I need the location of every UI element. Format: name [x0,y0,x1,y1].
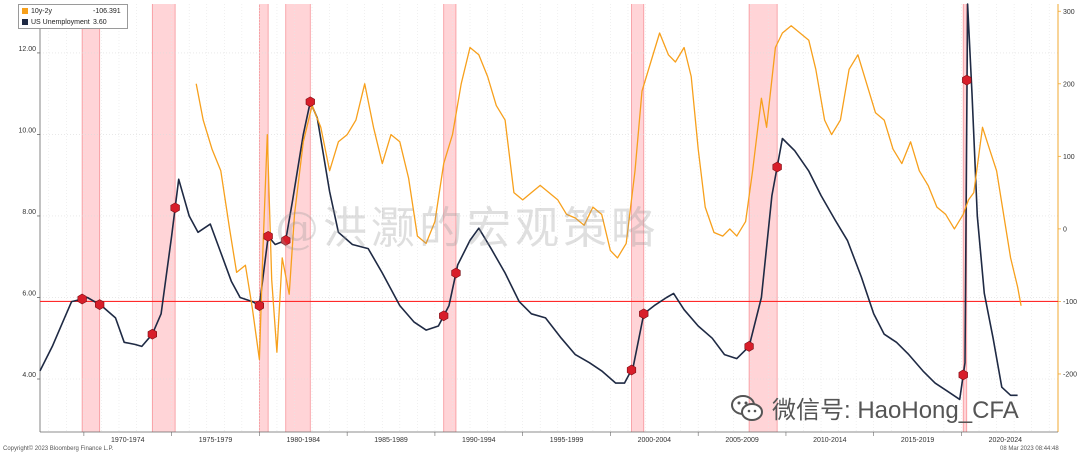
legend-swatch-spread [22,8,28,14]
watermark: @洪灏的宏观策略 [275,203,659,254]
right-tick-label: 300 [1063,9,1075,16]
right-tick-label: 200 [1063,81,1075,88]
x-tick-label: 2020-2024 [989,437,1023,444]
marker-hex [263,230,273,242]
marker-hex [639,308,649,320]
x-tick-label: 1980-1984 [287,437,321,444]
marker-hex [962,74,972,86]
wechat-badge: 微信号: HaoHong_CFA [730,390,1019,425]
wechat-icon [731,394,763,421]
marker-group [77,74,972,381]
recession-band [82,4,100,432]
legend-name-spread: 10y-2y [31,7,53,15]
x-tick-label: 1990-1994 [462,437,496,444]
series-group [39,3,1022,401]
x-tick-label: 1975-1979 [199,437,233,444]
x-tick-label: 2005-2009 [725,437,759,444]
marker-hex [451,267,461,279]
recession-band [963,4,967,432]
legend-swatch-unemployment [22,19,28,25]
unemployment-line [39,3,1018,401]
legend-item-spread: 10y-2y -106.391 [19,6,127,16]
marker-hex [77,293,87,305]
marker-hex [147,328,157,340]
x-tick-label: 2010-2014 [813,437,847,444]
marker-hex [744,341,754,352]
legend: 10y-2y -106.391 US Unemployment 3.60 [18,4,128,29]
left-tick-label: 10.00 [18,127,36,134]
x-tick-label: 1970-1974 [111,437,145,444]
legend-item-unemployment: US Unemployment 3.60 [19,17,127,27]
marker-hex [305,96,315,108]
left-tick-label: 8.00 [22,209,36,216]
marker-hex [254,300,265,311]
marker-hex [958,369,968,381]
axes: 4.00 6.00 8.00 10.00 12.00 -200 -100 0 100 200 300… [18,4,1077,444]
legend-value-spread: -106.391 [93,7,121,15]
right-tick-label: 100 [1063,154,1075,161]
left-tick-label: 6.00 [22,290,36,297]
marker-hex [626,364,637,376]
left-tick-label: 12.00 [18,46,36,53]
right-tick-label: 0 [1063,226,1067,233]
wechat-label: 微信号: HaoHong_CFA [772,397,1019,424]
x-tick-label: 2015-2019 [901,437,935,444]
legend-value-unemployment: 3.60 [93,18,107,26]
marker-hex [772,161,782,173]
marker-hex [170,202,180,214]
x-tick-label: 2000-2004 [638,437,672,444]
x-tick-label: 1985-1989 [374,437,408,444]
marker-hex [281,235,291,246]
footer-timestamp: 08 Mar 2023 08:44:48 [1000,446,1059,452]
marker-hex [439,310,449,322]
marker-hex [95,299,105,310]
footer-copyright: Copyright© 2023 Bloomberg Finance L.P. [3,446,114,452]
left-tick-label: 4.00 [22,372,36,379]
recession-band [152,4,176,432]
x-tick-label: 1995-1999 [550,437,584,444]
right-tick-label: -200 [1063,371,1077,378]
recession-band [443,4,456,432]
legend-name-unemployment: US Unemployment [31,18,90,26]
right-tick-label: -100 [1063,299,1077,306]
spread-line [195,25,1022,361]
